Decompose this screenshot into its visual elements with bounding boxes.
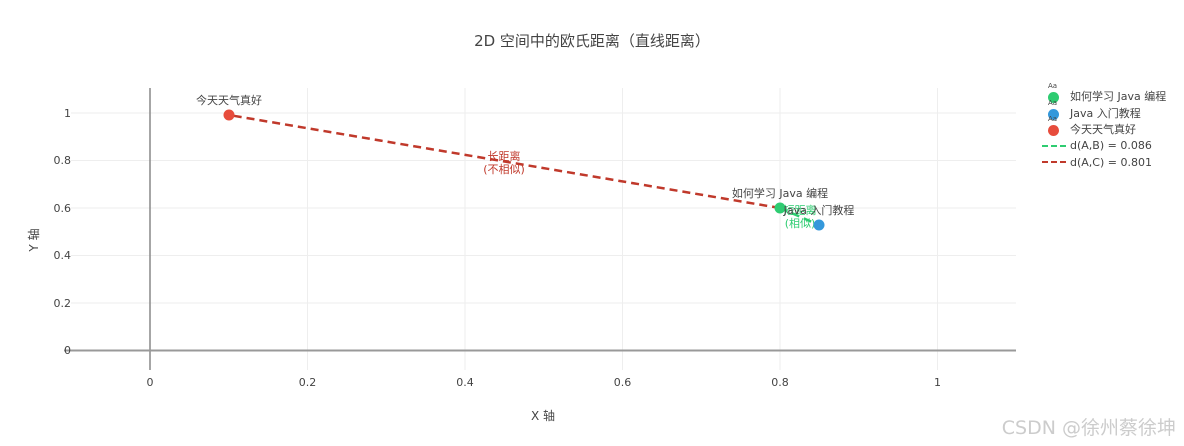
- marker-icon: [1048, 125, 1059, 137]
- point-a[interactable]: [774, 202, 786, 214]
- svg-text:1: 1: [64, 107, 71, 120]
- point-c[interactable]: [223, 109, 235, 121]
- svg-text:0: 0: [64, 344, 71, 357]
- dashed-line-icon: [1042, 161, 1066, 164]
- svg-text:0.6: 0.6: [614, 376, 632, 389]
- legend-item-b[interactable]: Aa Java 入门教程: [1048, 98, 1141, 120]
- legend: Aa 如何学习 Java 编程 Aa Java 入门教程 Aa 今天天气真好 d…: [1040, 82, 1167, 171]
- gridlines: [71, 88, 1016, 370]
- marker-icon: [1048, 108, 1059, 120]
- annotation-short-1: 短距离: [784, 203, 817, 217]
- line-a-c[interactable]: [228, 113, 781, 210]
- annotation-long-2: (不相似): [483, 163, 525, 176]
- svg-text:0.4: 0.4: [456, 376, 474, 389]
- x-ticks: 0 0.2 0.4 0.6 0.8 1: [147, 376, 942, 389]
- dashed-line-icon: [1042, 144, 1066, 147]
- line-a-b[interactable]: [779, 206, 820, 227]
- x-axis-label: X 轴: [531, 408, 555, 423]
- annotation-short-2: (相似): [785, 217, 816, 230]
- annotation-long-1: 长距离: [488, 149, 521, 163]
- point-b-label: Java 入门教程: [783, 203, 855, 217]
- svg-text:0.8: 0.8: [771, 376, 789, 389]
- watermark: CSDN @徐州蔡徐坤: [1001, 417, 1176, 439]
- svg-text:0: 0: [147, 376, 154, 389]
- legend-item-c[interactable]: Aa 今天天气真好: [1048, 115, 1136, 137]
- point-c-label: 今天天气真好: [196, 93, 262, 107]
- svg-text:1: 1: [934, 376, 941, 389]
- chart-title: 2D 空间中的欧氏距离（直线距离）: [474, 32, 710, 50]
- y-axis-label: Y 轴: [26, 228, 41, 252]
- point-b[interactable]: [813, 219, 825, 231]
- legend-item-dac[interactable]: d(A,C) = 0.801: [1040, 154, 1166, 171]
- svg-text:0.8: 0.8: [54, 154, 72, 167]
- marker-icon: [1048, 92, 1059, 104]
- y-ticks: 0 0.2 0.4 0.6 0.8 1: [54, 107, 72, 357]
- svg-text:0.4: 0.4: [54, 249, 72, 262]
- svg-text:0.6: 0.6: [54, 202, 72, 215]
- point-a-label: 如何学习 Java 编程: [732, 186, 828, 200]
- legend-item-a[interactable]: Aa 如何学习 Java 编程: [1048, 82, 1167, 104]
- legend-item-dab[interactable]: d(A,B) = 0.086: [1040, 138, 1166, 155]
- svg-text:0.2: 0.2: [299, 376, 317, 389]
- svg-text:0.2: 0.2: [54, 297, 72, 310]
